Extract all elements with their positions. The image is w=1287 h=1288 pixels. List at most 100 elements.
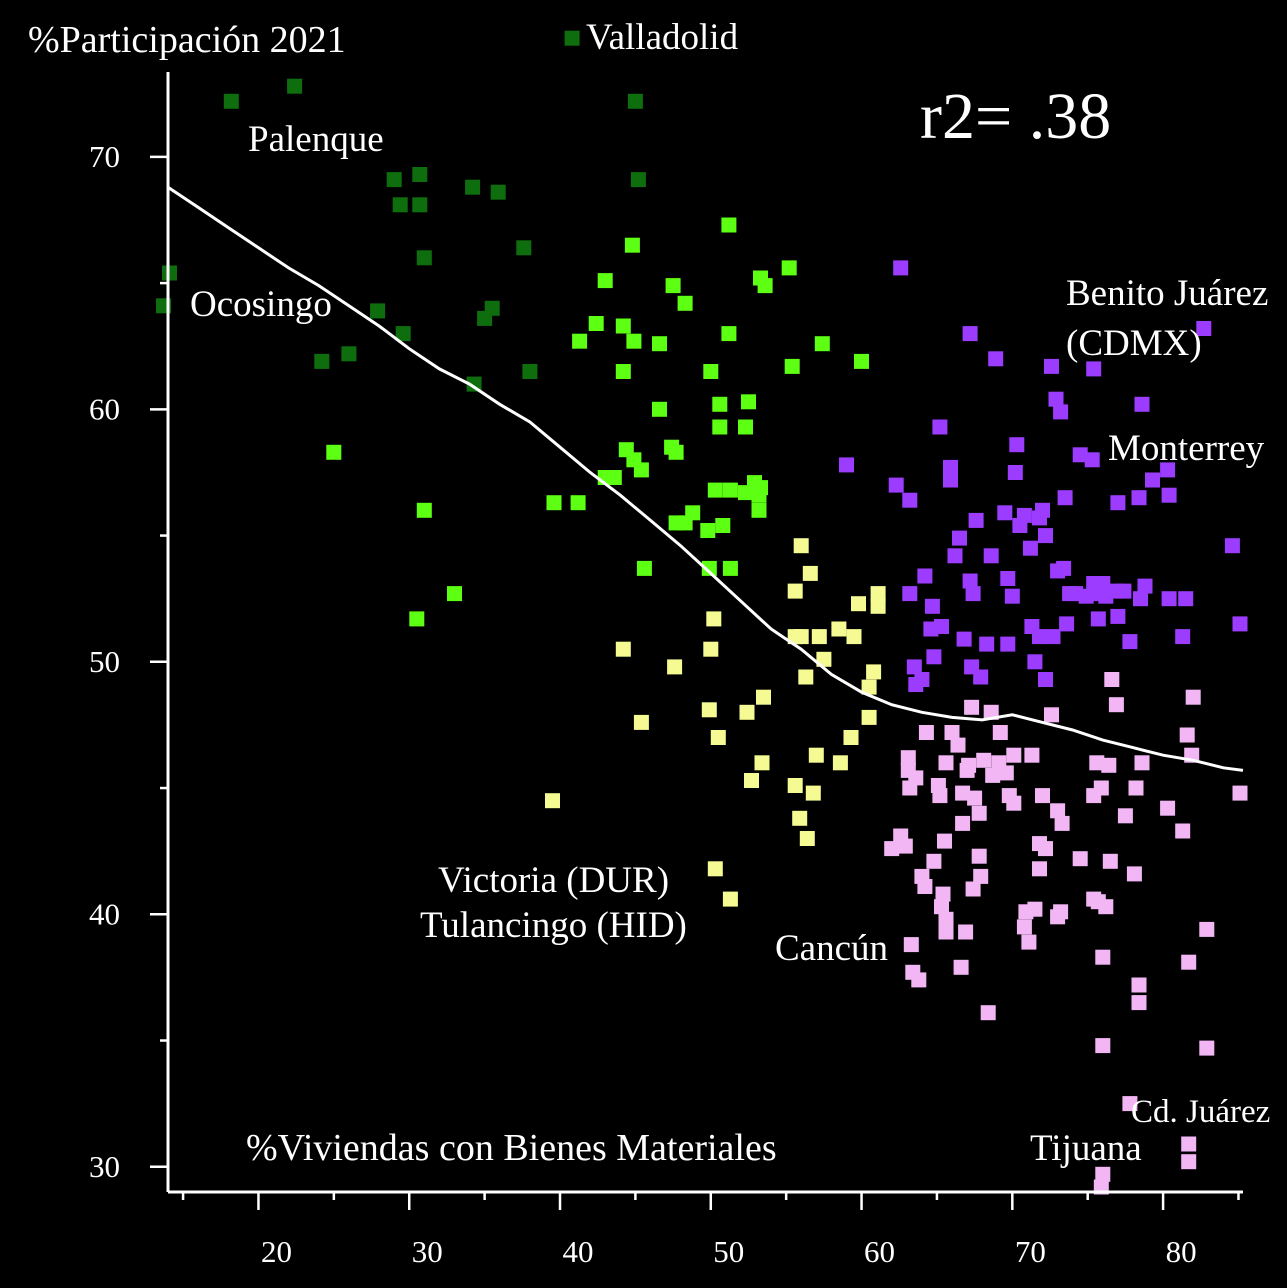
data-point-purple-56 xyxy=(1084,452,1100,468)
x-tick-label-50: 50 xyxy=(713,1234,744,1269)
data-point-pink-89 xyxy=(1185,689,1201,705)
data-point-purple-12 xyxy=(934,619,949,634)
data-point-pink-30 xyxy=(964,699,980,715)
data-point-bright-green-20 xyxy=(652,401,667,417)
data-point-yellow-32 xyxy=(861,679,877,695)
data-point-yellow-24 xyxy=(798,669,814,685)
data-point-yellow-31 xyxy=(851,596,866,612)
data-point-pink-12 xyxy=(918,725,934,740)
data-point-bright-green-48 xyxy=(781,260,797,276)
data-point-yellow-8 xyxy=(739,704,755,720)
data-point-yellow-4 xyxy=(703,641,719,657)
data-point-purple-17 xyxy=(952,530,967,546)
data-point-bright-green-24 xyxy=(668,444,684,460)
data-point-purple-54 xyxy=(1072,447,1088,463)
data-point-purple-66 xyxy=(1116,583,1132,599)
data-point-pink-90 xyxy=(1199,921,1215,937)
data-point-bright-green-37 xyxy=(722,482,738,498)
data-point-pink-58 xyxy=(1053,904,1069,920)
data-point-pink-53 xyxy=(1032,861,1047,877)
data-point-yellow-17 xyxy=(805,785,821,801)
data-point-bright-green-32 xyxy=(707,482,723,498)
data-point-yellow-11 xyxy=(756,689,771,705)
data-point-pink-56 xyxy=(1050,803,1066,819)
data-point-pink-55 xyxy=(1044,707,1059,723)
data-point-pink-91 xyxy=(1199,1040,1215,1056)
x-tick-label-40: 40 xyxy=(563,1234,594,1269)
data-point-purple-38 xyxy=(1027,654,1043,670)
data-point-bright-green-50 xyxy=(814,336,830,352)
data-point-purple-20 xyxy=(962,573,978,589)
x-tick-label-80: 80 xyxy=(1166,1234,1197,1269)
data-point-purple-30 xyxy=(1000,636,1016,652)
data-point-bright-green-4 xyxy=(546,495,562,511)
data-point-bright-green-31 xyxy=(712,419,728,435)
data-point-yellow-30 xyxy=(846,629,862,645)
data-point-bright-green-39 xyxy=(738,419,753,435)
data-point-pink-3 xyxy=(900,750,916,766)
data-point-yellow-13 xyxy=(722,891,738,907)
data-point-purple-7 xyxy=(914,672,930,687)
data-point-purple-19 xyxy=(962,326,978,342)
label-benito-juarez: Benito Juárez xyxy=(1066,273,1268,314)
data-point-yellow-35 xyxy=(870,586,886,602)
data-point-pink-15 xyxy=(932,788,948,804)
data-point-yellow-18 xyxy=(808,747,824,763)
data-point-dark-green-10 xyxy=(465,179,481,195)
data-point-pink-22 xyxy=(944,725,960,740)
data-point-yellow-5 xyxy=(706,611,722,627)
data-point-bright-green-29 xyxy=(703,364,719,379)
label-palenque: Palenque xyxy=(248,119,384,160)
data-point-purple-75 xyxy=(1161,591,1177,607)
data-point-dark-green-13 xyxy=(416,250,432,266)
data-point-purple-27 xyxy=(988,351,1004,367)
data-point-dark-green-3 xyxy=(627,93,643,109)
data-point-yellow-25 xyxy=(811,629,827,645)
data-point-bright-green-28 xyxy=(700,523,716,538)
data-point-pink-74 xyxy=(1108,697,1124,713)
data-point-pink-68 xyxy=(1095,1166,1111,1182)
data-point-dark-green-2 xyxy=(564,30,580,46)
data-point-purple-71 xyxy=(1137,578,1153,594)
data-point-pink-48 xyxy=(1021,934,1037,950)
data-point-purple-2 xyxy=(888,477,904,493)
data-point-purple-67 xyxy=(1122,634,1138,650)
data-point-dark-green-7 xyxy=(412,167,428,182)
data-point-yellow-27 xyxy=(831,621,847,637)
label-cdmx: (CDMX) xyxy=(1066,323,1202,364)
data-point-pink-29 xyxy=(961,757,977,773)
data-point-bright-green-40 xyxy=(741,394,756,410)
data-point-bright-green-44 xyxy=(753,480,768,496)
data-point-yellow-2 xyxy=(633,714,649,730)
data-point-pink-66 xyxy=(1095,949,1111,965)
data-point-pink-44 xyxy=(1006,795,1022,811)
data-point-pink-76 xyxy=(1126,866,1142,882)
label-valladolid: Valladolid xyxy=(586,17,739,58)
data-point-pink-60 xyxy=(1072,851,1088,867)
data-point-yellow-6 xyxy=(701,702,717,718)
data-point-dark-green-1 xyxy=(287,78,303,94)
data-point-pink-32 xyxy=(971,805,987,821)
data-point-bright-green-47 xyxy=(757,278,773,294)
data-point-yellow-21 xyxy=(787,583,803,599)
data-point-pink-79 xyxy=(1131,995,1147,1011)
data-point-bright-green-38 xyxy=(722,560,738,576)
data-point-pink-6 xyxy=(903,937,919,953)
data-point-pink-80 xyxy=(1134,755,1150,771)
data-point-purple-76 xyxy=(1175,629,1191,645)
data-point-pink-9 xyxy=(911,972,927,988)
data-point-pink-33 xyxy=(971,848,987,864)
data-point-purple-25 xyxy=(979,636,995,652)
data-point-purple-18 xyxy=(956,631,972,647)
data-point-pink-71 xyxy=(1101,757,1117,773)
data-point-bright-green-33 xyxy=(715,518,731,533)
data-point-bright-green-36 xyxy=(721,326,737,342)
data-point-pink-73 xyxy=(1104,672,1120,687)
data-point-pink-23 xyxy=(950,737,966,753)
data-point-bright-green-22 xyxy=(677,295,693,311)
data-point-purple-8 xyxy=(917,568,933,584)
x-tick-label-70: 70 xyxy=(1015,1234,1046,1269)
data-point-pink-37 xyxy=(980,1005,996,1021)
data-point-purple-26 xyxy=(983,548,999,564)
data-point-yellow-12 xyxy=(707,861,723,877)
